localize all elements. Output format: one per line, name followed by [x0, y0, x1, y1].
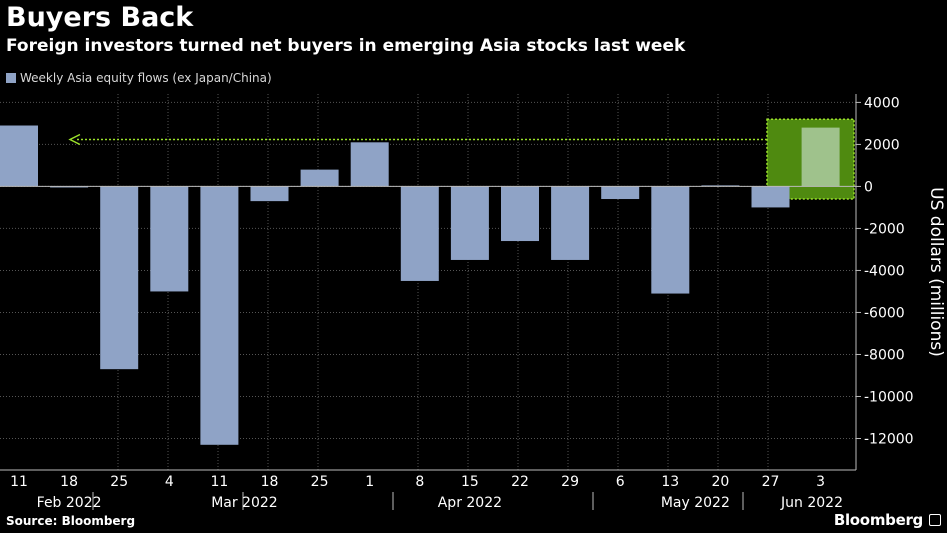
month-label: May 2022 [661, 495, 730, 511]
bar [701, 185, 740, 187]
bar [551, 186, 590, 260]
y-tick-label: 4000 [864, 95, 900, 111]
x-tick-label: 11 [210, 474, 228, 490]
bar [0, 125, 38, 187]
chart-subtitle: Foreign investors turned net buyers in e… [6, 36, 686, 56]
bar [200, 186, 239, 445]
y-tick-label: -6000 [864, 305, 905, 321]
bar [250, 186, 289, 202]
bar [751, 186, 790, 208]
x-tick-label: 25 [311, 474, 329, 490]
bar [801, 127, 840, 187]
bloomberg-logo: Bloomberg [833, 511, 923, 529]
x-tick-label: 3 [816, 474, 825, 490]
x-tick-label: 13 [661, 474, 679, 490]
y-tick-label: -12000 [864, 431, 914, 447]
legend-label: Weekly Asia equity flows (ex Japan/China… [20, 71, 272, 85]
x-tick-label: 18 [60, 474, 78, 490]
x-tick-label: 22 [511, 474, 529, 490]
x-tick-label: 8 [415, 474, 424, 490]
bar [50, 186, 89, 188]
y-tick-label: -2000 [864, 221, 905, 237]
month-label: Apr 2022 [438, 495, 502, 511]
legend-swatch [6, 73, 16, 83]
x-tick-label: 29 [561, 474, 579, 490]
y-tick-label: 0 [864, 179, 873, 195]
bar [651, 186, 690, 294]
month-label: Mar 2022 [211, 495, 278, 511]
bar [601, 186, 640, 200]
source-note: Source: Bloomberg [6, 514, 136, 528]
legend: Weekly Asia equity flows (ex Japan/China… [6, 71, 272, 85]
y-tick-label: 2000 [864, 137, 900, 153]
y-tick-label: -4000 [864, 263, 905, 279]
month-label: Jun 2022 [780, 495, 843, 511]
x-tick-label: 4 [165, 474, 174, 490]
bar [150, 186, 189, 292]
bloomberg-mark-icon [929, 514, 941, 526]
x-tick-label: 20 [711, 474, 729, 490]
bar [100, 186, 139, 370]
x-tick-label: 27 [762, 474, 780, 490]
bar [501, 186, 539, 242]
x-tick-label: 1 [365, 474, 374, 490]
x-tick-label: 25 [110, 474, 128, 490]
x-tick-label: 18 [261, 474, 279, 490]
bar [300, 169, 339, 187]
x-tick-label: 6 [616, 474, 625, 490]
annotation-arrow-head [68, 133, 81, 146]
y-tick-label: -10000 [864, 389, 914, 405]
x-tick-label: 11 [10, 474, 28, 490]
bar [450, 186, 489, 260]
bar [350, 142, 389, 187]
y-axis-label: US dollars (millions) [926, 187, 946, 357]
month-label: Feb 2022 [37, 495, 102, 511]
x-tick-label: 15 [461, 474, 479, 490]
y-tick-label: -8000 [864, 347, 905, 363]
bar [400, 186, 439, 281]
chart-title: Buyers Back [6, 2, 194, 33]
